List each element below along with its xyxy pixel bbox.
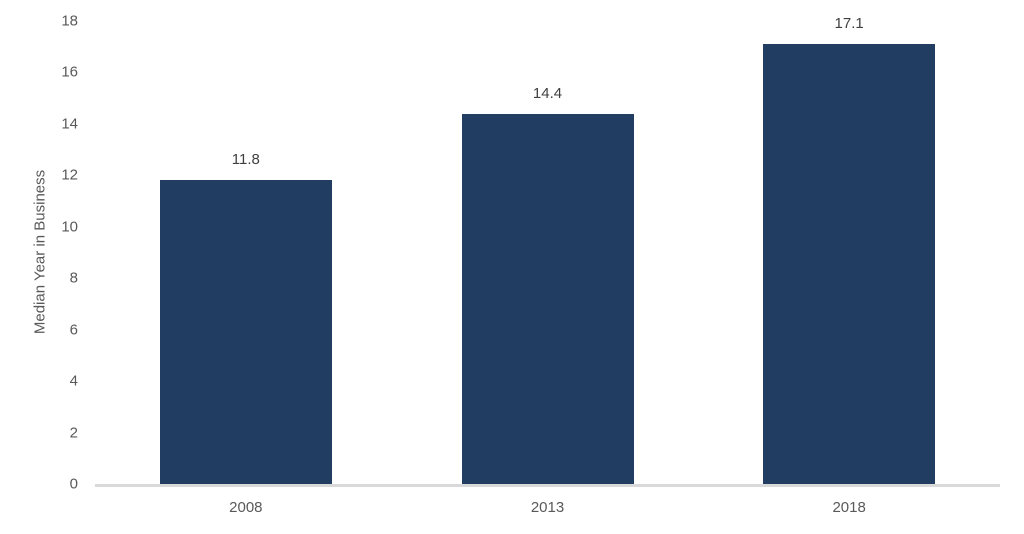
x-axis-line (95, 484, 1000, 487)
y-axis-tick-label: 4 (69, 372, 78, 390)
y-axis-tick-label: 2 (69, 424, 78, 442)
bar-2008 (159, 180, 332, 484)
y-axis-tick-label: 0 (69, 475, 78, 493)
y-axis-tick-label: 10 (61, 218, 78, 236)
bar-2013 (461, 113, 634, 484)
bar-2018 (763, 44, 936, 484)
bar-value-label-2018: 17.1 (834, 15, 864, 33)
y-axis-tick-label: 14 (61, 115, 78, 133)
x-axis-tick-label-2013: 2013 (530, 499, 565, 516)
y-axis-tick-label: 16 (61, 63, 78, 81)
bar-value-label-2013: 14.4 (532, 84, 563, 102)
y-axis-tick-label: 12 (61, 166, 78, 184)
x-axis-tick-label-2008: 2008 (229, 499, 263, 516)
y-axis-title: Median Year in Business (31, 169, 49, 335)
bar-value-label-2008: 11.8 (231, 151, 260, 169)
x-axis-tick-label-2018: 2018 (832, 499, 866, 516)
y-axis-tick-label: 6 (69, 321, 78, 339)
y-axis-tick-label: 8 (69, 269, 78, 287)
y-axis-tick-label: 18 (61, 12, 78, 30)
